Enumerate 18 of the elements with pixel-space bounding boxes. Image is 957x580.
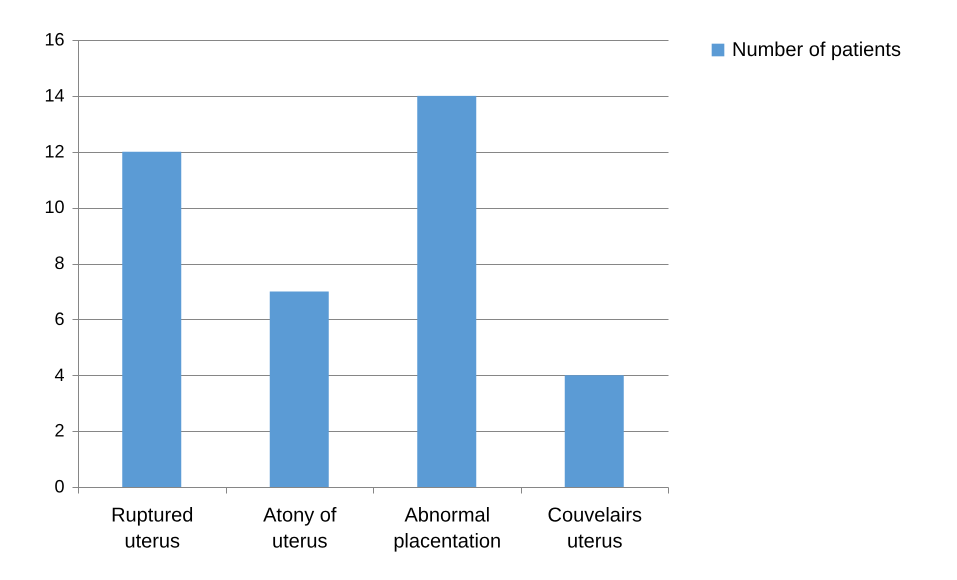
- y-tick-label: 10: [44, 197, 64, 218]
- bar: [564, 375, 624, 487]
- y-tick-label: 14: [44, 85, 64, 106]
- y-tick-label: 8: [54, 253, 64, 273]
- x-tick-label: Atony of uterus: [263, 504, 337, 552]
- x-tick-label: Ruptured uterus: [111, 504, 194, 552]
- y-tick-label: 16: [44, 30, 64, 50]
- y-tick-label: 2: [54, 420, 64, 441]
- y-tick-label: 12: [44, 141, 64, 162]
- bar: [122, 152, 182, 487]
- bar: [417, 96, 476, 487]
- y-tick-label: 4: [54, 364, 64, 385]
- y-tick-label: 0: [54, 476, 64, 496]
- legend-label: Number of patients: [732, 39, 901, 61]
- x-tick-label: Couvelairs uterus: [548, 504, 642, 552]
- bar: [270, 291, 329, 487]
- x-tick-label: Abnormal placentation: [393, 504, 502, 552]
- y-tick-label: 6: [54, 308, 64, 329]
